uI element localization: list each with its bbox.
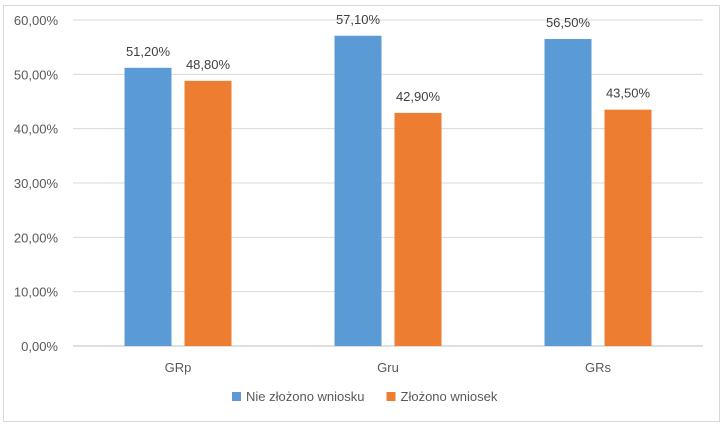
y-tick-label: 30,00%: [14, 176, 59, 191]
legend-label-2: Złożono wniosek: [401, 389, 498, 404]
data-label: 51,20%: [126, 44, 171, 59]
legend-swatch-1: [232, 392, 241, 401]
x-tick-label: Gru: [377, 360, 399, 375]
bar-gru-series-1: [334, 35, 382, 347]
legend-swatch-2: [386, 392, 396, 401]
data-label: 48,80%: [186, 57, 231, 72]
data-label: 43,50%: [606, 86, 651, 101]
y-tick-label: 0,00%: [21, 339, 58, 354]
y-tick-label: 40,00%: [14, 122, 59, 137]
y-tick-label: 20,00%: [14, 230, 59, 245]
x-tick-label: GRp: [165, 360, 192, 375]
y-tick-label: 60,00%: [14, 13, 59, 28]
bar-grp-series-1: [124, 67, 172, 347]
data-label: 42,90%: [396, 89, 441, 104]
bar-grs-series-2: [604, 109, 652, 347]
legend-label-1: Nie złożono wniosku: [246, 389, 365, 404]
bar-grp-series-2: [184, 80, 232, 346]
data-label: 56,50%: [546, 15, 591, 30]
y-tick-label: 10,00%: [14, 285, 59, 300]
bar-grs-series-1: [544, 39, 592, 347]
y-tick-label: 50,00%: [14, 67, 59, 82]
data-label: 57,10%: [336, 12, 381, 27]
x-tick-label: GRs: [585, 360, 612, 375]
bar-gru-series-2: [394, 112, 442, 346]
